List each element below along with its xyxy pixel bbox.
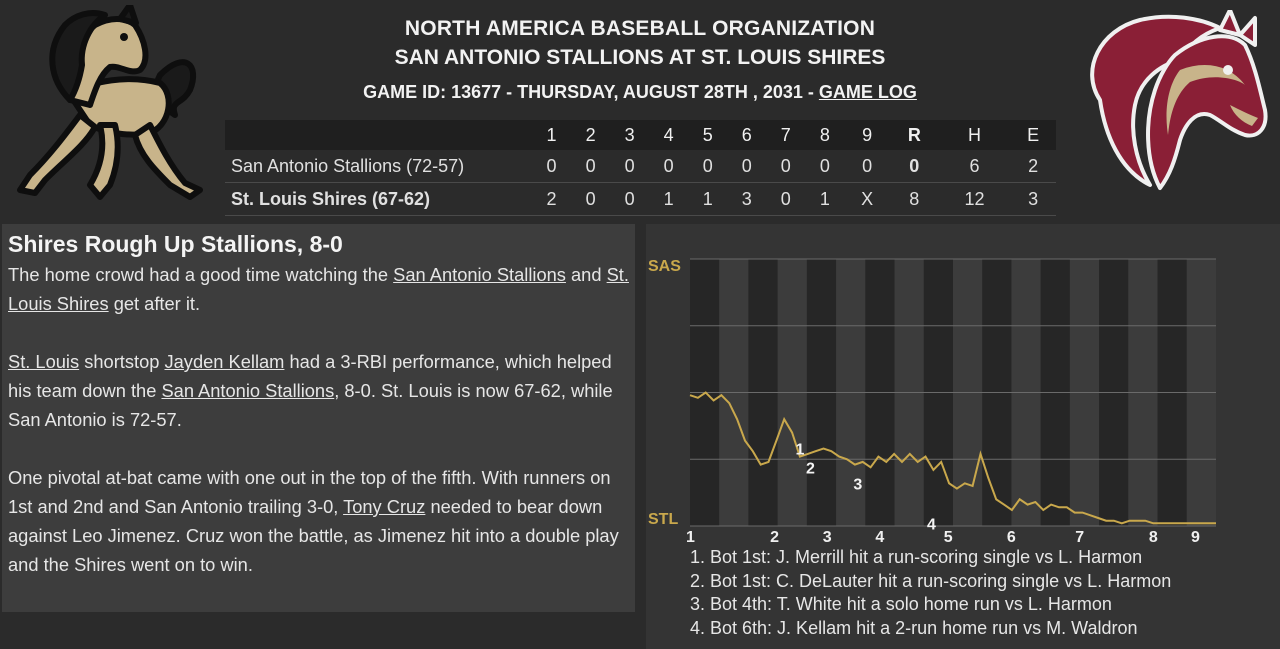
- article-paragraph: The home crowd had a good time watching …: [8, 260, 629, 318]
- inning-score: 1: [649, 182, 689, 216]
- event-marker: 4: [927, 516, 936, 533]
- inning-score: 0: [688, 150, 728, 183]
- inning-score: 0: [610, 182, 650, 216]
- inning-score: 0: [727, 150, 767, 183]
- column-header: 4: [649, 120, 689, 150]
- inning-score: 0: [766, 150, 806, 183]
- key-event: 2. Bot 1st: C. DeLauter hit a run-scorin…: [690, 570, 1172, 591]
- column-header: 9: [844, 120, 890, 150]
- stallions-logo: [17, 5, 203, 200]
- column-header: 8: [805, 120, 845, 150]
- inning-score: 0: [571, 182, 611, 216]
- player-link-tony-cruz[interactable]: Tony Cruz: [343, 496, 426, 517]
- game-info: GAME ID: 13677 - THURSDAY, AUGUST 28TH ,…: [225, 80, 1055, 104]
- inning-label: 7: [1075, 529, 1084, 544]
- column-header: 1: [532, 120, 572, 150]
- team-link-st-louis[interactable]: St. Louis Shires: [8, 264, 629, 314]
- article-headline: Shires Rough Up Stallions, 8-0: [8, 231, 343, 257]
- game-id-date: GAME ID: 13677 - THURSDAY, AUGUST 28TH ,…: [363, 82, 819, 102]
- paragraph-text: , 8-0. St. Louis is now 67-62, while San…: [8, 380, 613, 430]
- inning-label: 5: [944, 529, 953, 544]
- inning-label: 4: [875, 529, 884, 544]
- runs-total: 8: [889, 182, 939, 216]
- paragraph-text: and: [565, 264, 607, 285]
- game-log-link[interactable]: GAME LOG: [818, 82, 917, 102]
- inning-score: 0: [571, 150, 611, 183]
- inning-score: 0: [844, 150, 890, 183]
- column-header: 6: [727, 120, 767, 150]
- column-header: 2: [571, 120, 611, 150]
- inning-score: 2: [532, 182, 572, 216]
- paragraph-text: needed to bear down against Leo Jimenez.…: [8, 496, 619, 575]
- home-team-name[interactable]: St. Louis Shires (67-62): [225, 182, 532, 216]
- inning-label: 6: [1007, 529, 1016, 544]
- event-marker: 2: [806, 460, 815, 477]
- win-probability-panel: SAS STL 1 2 3 4 5 6 7 8 9 1 2 3 4: [646, 224, 1280, 649]
- y-bottom-label: STL: [648, 511, 678, 528]
- win-probability-line: [689, 391, 1216, 525]
- away-team-row: San Antonio Stallions (72-57) 0 0 0 0 0 …: [225, 150, 1056, 183]
- matchup-title: SAN ANTONIO STALLIONS AT ST. LOUIS SHIRE…: [394, 46, 886, 69]
- hits-total: 12: [938, 182, 1011, 216]
- team-column-header: [225, 120, 532, 150]
- inning-score: X: [844, 182, 890, 216]
- column-header: 5: [688, 120, 728, 150]
- key-event: 4. Bot 6th: J. Kellam hit a 2-run home r…: [690, 617, 1138, 638]
- column-header: 3: [610, 120, 650, 150]
- paragraph-text: The home crowd had a good time watching …: [8, 264, 394, 285]
- linescore-table: 1 2 3 4 5 6 7 8 9 R H E San Antonio Stal…: [225, 120, 1056, 216]
- inning-score: 3: [727, 182, 767, 216]
- inning-score: 0: [805, 150, 845, 183]
- away-team-name[interactable]: San Antonio Stallions (72-57): [225, 150, 532, 183]
- inning-score: 1: [688, 182, 728, 216]
- event-marker: 3: [853, 476, 862, 493]
- event-marker: 1: [795, 442, 804, 459]
- home-team-row: St. Louis Shires (67-62) 2 0 0 1 1 3 0 1…: [225, 182, 1056, 216]
- hits-total: 6: [938, 150, 1011, 183]
- inning-score: 0: [649, 150, 689, 183]
- team-link-san-antonio[interactable]: San Antonio Stallions: [161, 380, 335, 401]
- game-header: NORTH AMERICA BASEBALL ORGANIZATION SAN …: [225, 14, 1055, 104]
- key-events-list: 1. Bot 1st: J. Merrill hit a run-scoring…: [690, 546, 1171, 640]
- paragraph-text: One pivotal at-bat came with one out in …: [8, 467, 611, 517]
- paragraph-text: shortstop: [79, 351, 165, 372]
- column-header: R: [889, 120, 939, 150]
- inning-score: 1: [805, 182, 845, 216]
- paragraph-text: get after it.: [108, 293, 201, 314]
- y-top-label: SAS: [648, 258, 681, 275]
- paragraph-text: had a 3-RBI performance, which helped hi…: [8, 351, 612, 401]
- runs-total: 0: [889, 150, 939, 183]
- article-paragraph: St. Louis shortstop Jayden Kellam had a …: [8, 347, 629, 434]
- shires-logo: [1090, 10, 1268, 190]
- inning-label: 8: [1149, 529, 1158, 544]
- inning-score: 0: [532, 150, 572, 183]
- inning-score: 0: [766, 182, 806, 216]
- inning-label: 1: [686, 529, 695, 544]
- article-paragraph: One pivotal at-bat came with one out in …: [8, 463, 629, 579]
- column-header: H: [938, 120, 1011, 150]
- team-link-san-antonio[interactable]: San Antonio Stallions: [393, 264, 566, 285]
- inning-score: 0: [610, 150, 650, 183]
- article-body: The home crowd had a good time watching …: [2, 260, 635, 579]
- player-link-jayden-kellam[interactable]: Jayden Kellam: [164, 351, 285, 372]
- errors-total: 3: [1010, 182, 1056, 216]
- inning-label: 2: [770, 529, 779, 544]
- inning-label: 9: [1191, 529, 1200, 544]
- errors-total: 2: [1010, 150, 1056, 183]
- organization-title: NORTH AMERICA BASEBALL ORGANIZATION: [404, 17, 876, 40]
- team-link-st-louis[interactable]: St. Louis: [8, 351, 80, 372]
- key-event: 1. Bot 1st: J. Merrill hit a run-scoring…: [690, 547, 1143, 567]
- linescore-header-row: 1 2 3 4 5 6 7 8 9 R H E: [225, 120, 1056, 150]
- column-header: 7: [766, 120, 806, 150]
- key-event: 3. Bot 4th: T. White hit a solo home run…: [690, 594, 1112, 614]
- game-recap-article: Shires Rough Up Stallions, 8-0 The home …: [2, 224, 635, 612]
- inning-label: 3: [823, 529, 832, 544]
- column-header: E: [1010, 120, 1056, 150]
